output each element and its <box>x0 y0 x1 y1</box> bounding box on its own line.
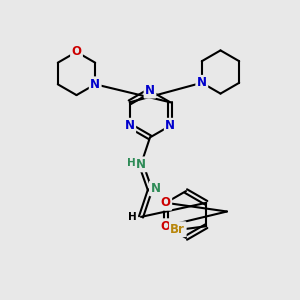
Text: N: N <box>197 76 207 89</box>
Text: Br: Br <box>170 223 185 236</box>
Text: H: H <box>127 158 136 168</box>
Text: N: N <box>125 119 135 132</box>
Text: O: O <box>161 196 171 209</box>
Text: N: N <box>145 84 155 97</box>
Text: N: N <box>136 158 146 171</box>
Text: O: O <box>161 220 171 233</box>
Text: N: N <box>150 182 161 195</box>
Text: H: H <box>128 212 137 222</box>
Text: O: O <box>71 45 82 58</box>
Text: N: N <box>165 119 175 132</box>
Text: N: N <box>90 78 100 91</box>
